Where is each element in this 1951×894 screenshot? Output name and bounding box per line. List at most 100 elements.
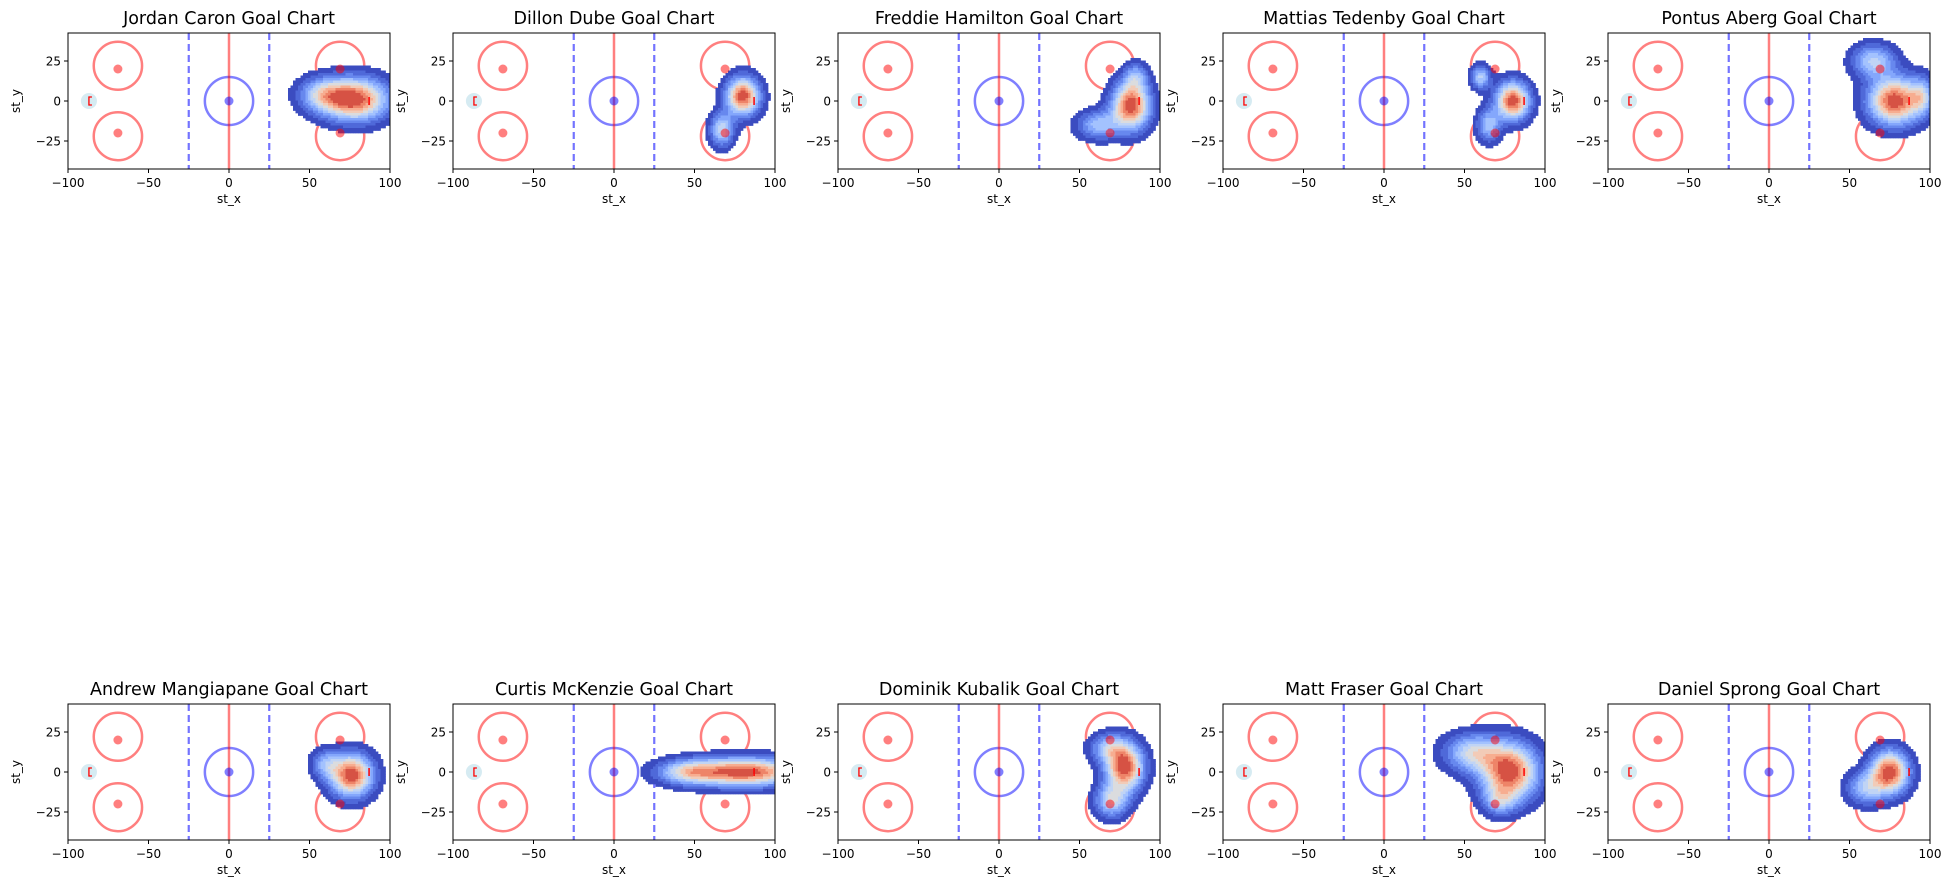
density-cell [1123, 68, 1126, 71]
density-cell [1860, 95, 1864, 99]
density-cell [1115, 123, 1119, 126]
density-cell [1488, 115, 1491, 119]
density-cell [318, 769, 321, 772]
density-cell [713, 105, 716, 109]
density-cell [305, 85, 309, 89]
density-cell [1888, 50, 1891, 54]
density-cell [363, 754, 366, 757]
density-cell [1895, 110, 1899, 114]
density-cell [725, 118, 729, 121]
density-cell [320, 105, 324, 109]
density-cell [1485, 98, 1489, 101]
density-cell [343, 749, 346, 752]
density-cell [353, 786, 356, 790]
density-cell [350, 73, 354, 76]
density-cell [323, 791, 326, 795]
density-cell [310, 103, 314, 106]
density-cell [373, 759, 376, 762]
density-cell [1475, 83, 1479, 86]
density-cell [363, 118, 366, 121]
density-cell [1083, 135, 1086, 139]
density-cell [1153, 125, 1156, 129]
density-cell [1480, 135, 1484, 139]
density-cell [380, 771, 384, 775]
density-cell [375, 128, 379, 131]
density-cell [1158, 103, 1160, 106]
density-cell [728, 90, 731, 94]
density-cell [1910, 63, 1914, 66]
density-cell [1103, 143, 1106, 146]
density-cell [743, 100, 746, 104]
density-cell [298, 103, 301, 106]
density-cell [350, 78, 354, 81]
density-cell [358, 100, 361, 104]
density-cell [360, 115, 364, 119]
density-cell [1518, 108, 1521, 111]
density-cell [1875, 113, 1879, 116]
density-cell [1470, 78, 1474, 81]
density-cell [1878, 58, 1881, 61]
density-cell [765, 93, 769, 96]
density-cell [735, 130, 739, 134]
density-cell [1903, 70, 1906, 74]
density-cell [343, 128, 346, 131]
density-cell [1523, 73, 1526, 76]
density-cell [1143, 63, 1146, 66]
density-cell [1920, 110, 1924, 114]
density-cell [1113, 128, 1116, 131]
density-cell [1113, 120, 1116, 124]
density-cell [1115, 80, 1119, 84]
density-cell [363, 761, 366, 765]
density-cell [1510, 118, 1514, 121]
density-cell [375, 759, 379, 762]
density-cell [1528, 120, 1531, 124]
density-cell [383, 83, 386, 86]
density-cell [1855, 43, 1859, 46]
density-cell [323, 781, 326, 785]
density-cell [1108, 80, 1111, 84]
density-cell [323, 110, 326, 114]
density-cell [308, 115, 311, 119]
density-cell [758, 100, 761, 104]
density-cell [1123, 140, 1126, 144]
density-cell [720, 148, 724, 151]
density-cell [385, 118, 389, 121]
density-cell [1898, 98, 1901, 101]
density-cell [1918, 73, 1921, 76]
density-cell [1855, 48, 1859, 51]
density-cell [713, 113, 716, 116]
density-cell [333, 75, 336, 79]
density-cell [345, 746, 349, 750]
y-tick-label: 25 [1201, 55, 1216, 69]
density-cell [363, 796, 366, 800]
density-cell [355, 801, 359, 805]
density-cell [358, 781, 361, 785]
density-cell [1140, 73, 1144, 76]
density-cell [1898, 123, 1901, 126]
density-cell [1148, 103, 1151, 106]
density-cell [758, 110, 761, 114]
density-cell [1878, 125, 1881, 129]
density-cell [340, 88, 344, 91]
density-cell [1120, 135, 1124, 139]
density-cell [353, 85, 356, 89]
density-cell [388, 110, 390, 114]
density-cell [355, 759, 359, 762]
density-cell [1865, 103, 1869, 106]
density-cell [1865, 118, 1869, 121]
density-cell [350, 804, 354, 807]
density-cell [325, 110, 329, 114]
density-cell [1873, 125, 1876, 129]
density-cell [1888, 43, 1891, 46]
density-cell [1498, 80, 1501, 84]
density-cell [738, 133, 741, 136]
density-cell [333, 73, 336, 76]
density-cell [308, 70, 311, 74]
density-cell [1920, 128, 1924, 131]
density-cell [1498, 118, 1501, 121]
density-cell [1893, 58, 1896, 61]
density-cell [1903, 93, 1906, 96]
density-cell [1145, 93, 1149, 96]
density-cell [718, 98, 721, 101]
density-cell [1490, 88, 1494, 91]
